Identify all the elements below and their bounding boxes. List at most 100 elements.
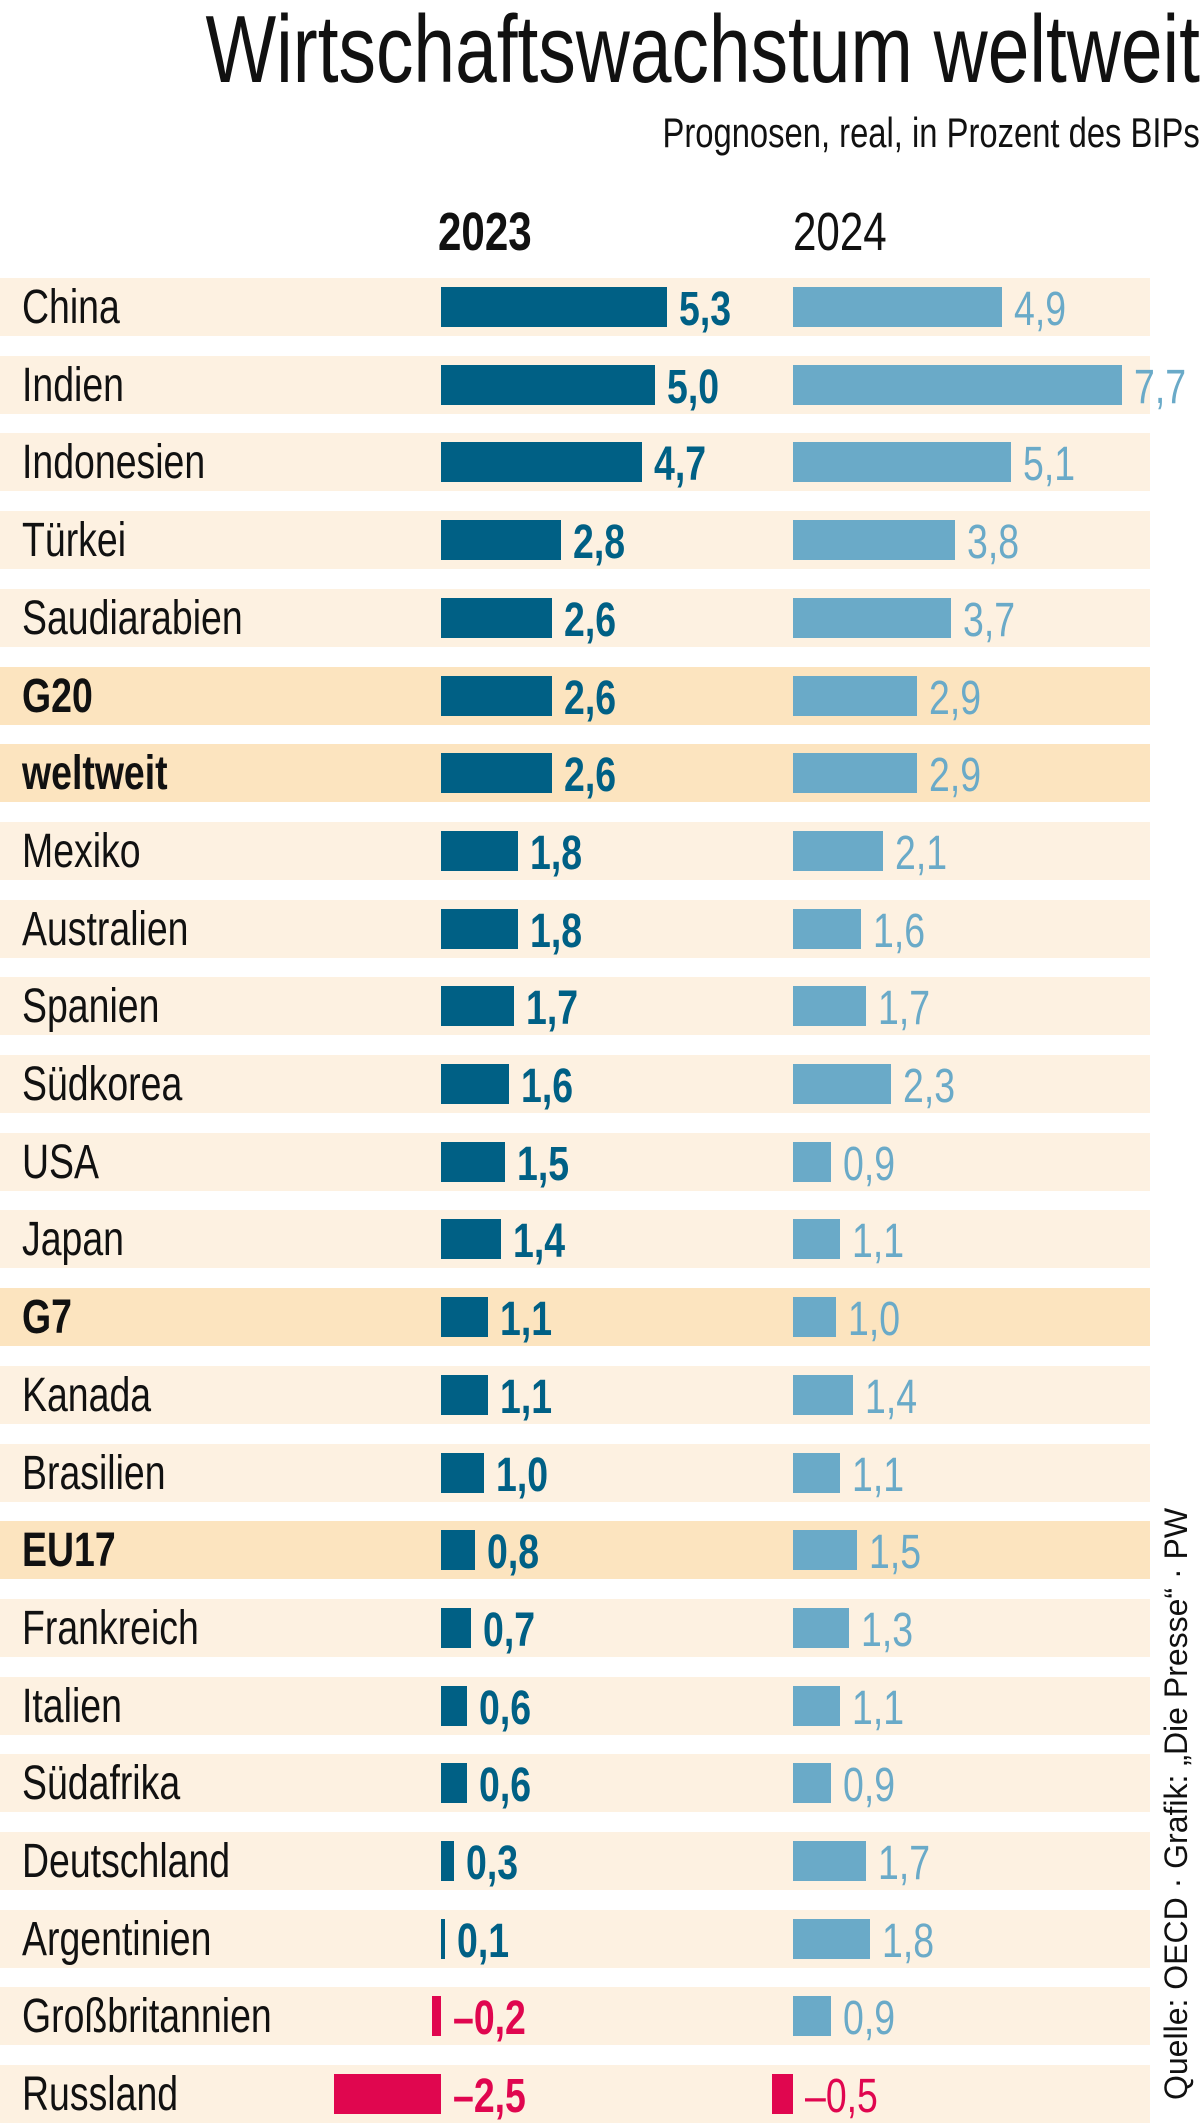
value-label-text: 3,8	[967, 516, 1020, 570]
value-label-text: 1,4	[864, 1370, 917, 1424]
column-header-2023: 2023	[438, 205, 558, 259]
chart-row: Südkorea 1,6 2,3	[0, 1055, 1150, 1113]
value-label-2024: 2,9	[929, 674, 996, 723]
category-label-text: Brasilien	[22, 1446, 166, 1500]
value-label-2023: 0,7	[483, 1606, 550, 1655]
category-label: Deutschland	[22, 1838, 289, 1886]
category-label: weltweit	[22, 750, 209, 798]
bar-2023	[441, 753, 553, 794]
chart-subtitle: Prognosen, real, in Prozent des BIPs	[511, 112, 1200, 154]
bar-2023	[441, 287, 668, 327]
chart-row: Kanada 1,1 1,4	[0, 1365, 1150, 1424]
category-label: Brasilien	[22, 1446, 206, 1500]
value-label-text: 1,1	[851, 1448, 905, 1502]
value-label-2024: 1,1	[851, 1448, 919, 1502]
value-label-2023: 1,5	[517, 1140, 584, 1189]
value-label-2023: 1,0	[496, 1451, 563, 1500]
value-label-text: 1,8	[529, 904, 582, 958]
chart-row: Frankreich 0,7 1,3	[0, 1598, 1150, 1657]
value-label-2024: 3,8	[967, 519, 1034, 567]
value-label-2024: 0,9	[843, 1762, 910, 1810]
category-label-text: Deutschland	[22, 1835, 231, 1888]
bar-2023	[441, 908, 518, 949]
category-label: Indien	[22, 361, 153, 410]
value-label-2024: 1,1	[852, 1684, 919, 1733]
value-label-text: 3,7	[962, 593, 1016, 647]
bar-2024	[793, 1607, 849, 1648]
source-credit: Quelle: OECD · Grafik: „Die Presse“ · PW	[1158, 1507, 1194, 2100]
bar-2024	[793, 442, 1011, 483]
value-label-text: 1,7	[877, 982, 930, 1036]
chart-row: Mexiko 1,8 2,1	[0, 821, 1150, 880]
bar-2024	[793, 597, 951, 638]
value-label-2024: –0,5	[805, 2073, 898, 2121]
bar-2023	[334, 2074, 441, 2115]
bar-2023	[441, 1918, 446, 1959]
bar-2024	[793, 753, 917, 794]
value-label-2024: 0,9	[843, 1140, 910, 1189]
value-label-2023: 5,0	[666, 360, 734, 414]
category-label-text: Argentinien	[22, 1912, 212, 1966]
bar-2023	[441, 1141, 506, 1182]
value-label-text: 0,1	[457, 1914, 510, 1968]
chart-row: weltweit 2,6 2,9	[0, 744, 1150, 803]
bar-2024	[793, 1685, 840, 1726]
bar-2023	[441, 1064, 510, 1104]
value-label-2024: 2,9	[929, 752, 996, 800]
bar-2024	[793, 1452, 840, 1493]
value-label-2023: 1,1	[500, 1296, 567, 1344]
bar-2024	[793, 1996, 832, 2037]
category-label: Südkorea	[22, 1061, 227, 1109]
bar-2023	[441, 830, 518, 871]
value-label-text: 5,0	[666, 360, 719, 414]
value-label-text: 2,9	[928, 749, 981, 803]
value-label-2023: 2,6	[564, 752, 631, 800]
category-label: G20	[22, 669, 113, 723]
bar-2024	[793, 1530, 858, 1571]
chart-subtitle-text: Prognosen, real, in Prozent des BIPs	[662, 109, 1200, 156]
category-label: Großbritannien	[22, 1993, 342, 2041]
bar-2024	[793, 1374, 853, 1415]
category-label: USA	[22, 1138, 121, 1187]
value-label-text: 1,8	[881, 1914, 934, 1968]
bar-2024	[793, 287, 1003, 327]
value-label-2023: 5,3	[679, 286, 746, 334]
category-label-text: Frankreich	[22, 1601, 199, 1655]
chart-row: G7 1,1 1,0	[0, 1288, 1150, 1347]
value-label-2024: 1,1	[852, 1218, 919, 1266]
value-label-text: 5,3	[679, 283, 732, 336]
category-label: Spanien	[22, 983, 198, 1031]
value-label-text: 5,1	[1022, 438, 1075, 492]
category-label: Mexiko	[22, 827, 174, 876]
category-label: Japan	[22, 1216, 153, 1264]
bar-2023	[441, 1374, 488, 1415]
chart-row: Japan 1,4 1,1	[0, 1210, 1150, 1269]
value-label-2023: 0,6	[479, 1762, 546, 1810]
value-label-text: 0,8	[487, 1526, 540, 1580]
value-label-text: 1,7	[877, 1837, 930, 1890]
category-label-text: China	[22, 281, 120, 334]
category-label-text: Kanada	[22, 1368, 152, 1422]
chart-row: USA 1,5 0,9	[0, 1132, 1150, 1191]
value-label-text: 7,7	[1133, 360, 1186, 414]
value-label-text: 0,9	[843, 1759, 896, 1813]
bar-2023	[441, 1607, 471, 1648]
category-label-text: G20	[22, 669, 93, 723]
value-label-2024: 3,7	[962, 593, 1030, 647]
value-label-2023: –0,2	[453, 1995, 546, 2043]
category-label-text: Spanien	[22, 980, 160, 1034]
value-label-text: 2,1	[894, 826, 947, 880]
category-label-text: Japan	[22, 1213, 125, 1267]
value-label-text: 1,8	[529, 826, 582, 880]
bar-2024	[793, 1297, 836, 1338]
bar-2023	[441, 986, 514, 1027]
bar-2023	[441, 1219, 501, 1260]
value-label-text: 0,3	[465, 1837, 518, 1890]
category-label: Argentinien	[22, 1912, 265, 1966]
value-label-text: –0,5	[805, 2070, 878, 2124]
bar-2024	[771, 2074, 793, 2115]
value-label-2024: 1,6	[873, 907, 940, 956]
column-header-2024: 2024	[793, 205, 913, 259]
value-label-text: –2,5	[453, 2070, 526, 2124]
value-label-2024: 1,0	[848, 1296, 915, 1344]
